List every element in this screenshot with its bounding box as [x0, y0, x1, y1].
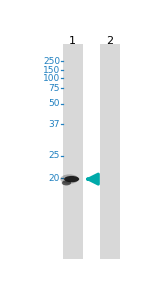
- Ellipse shape: [64, 176, 79, 182]
- Text: 37: 37: [48, 120, 60, 129]
- Text: 250: 250: [43, 57, 60, 66]
- Text: 150: 150: [43, 66, 60, 75]
- Bar: [100, 44, 120, 258]
- Text: 50: 50: [48, 99, 60, 108]
- Text: 100: 100: [43, 74, 60, 83]
- Text: 20: 20: [49, 174, 60, 183]
- Text: 75: 75: [48, 84, 60, 93]
- Text: 1: 1: [69, 36, 76, 46]
- Text: 25: 25: [49, 151, 60, 160]
- Bar: [63, 44, 83, 258]
- Ellipse shape: [60, 174, 78, 184]
- Text: 2: 2: [106, 36, 114, 46]
- Ellipse shape: [62, 180, 71, 185]
